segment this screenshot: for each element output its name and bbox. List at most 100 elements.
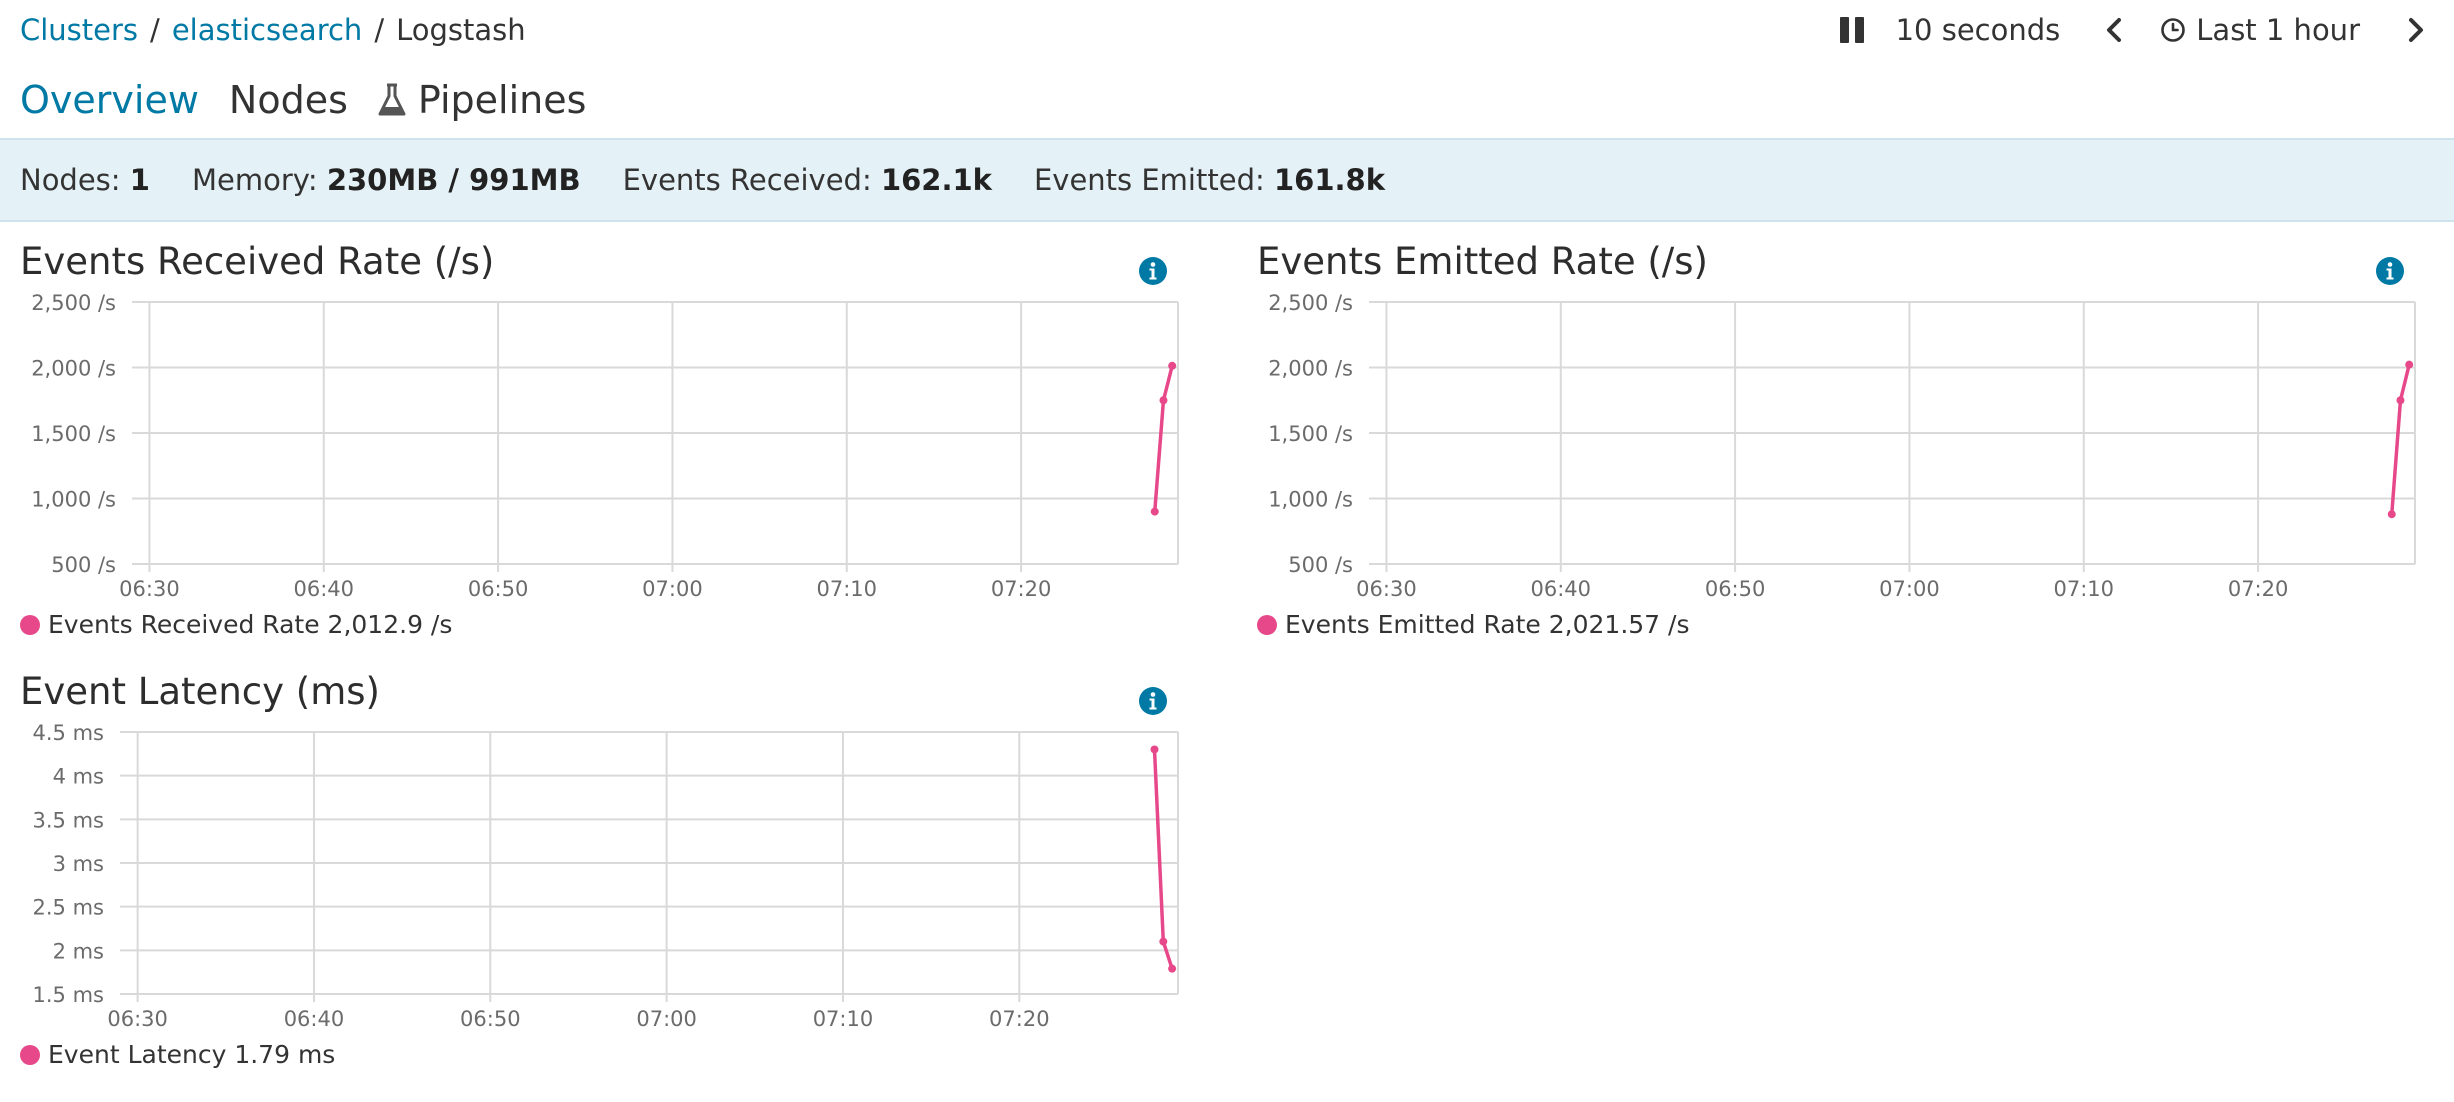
y-tick-label: 2,500 /s bbox=[1268, 291, 1353, 315]
x-tick-label: 06:40 bbox=[1531, 577, 1592, 601]
legend-label: Event Latency 1.79 ms bbox=[48, 1040, 336, 1069]
tab-overview[interactable]: Overview bbox=[20, 62, 199, 146]
y-tick-label: 3.5 ms bbox=[33, 808, 104, 832]
x-tick-label: 07:00 bbox=[636, 1007, 697, 1031]
y-tick-label: 500 /s bbox=[51, 553, 116, 577]
legend-dot bbox=[1257, 614, 1277, 635]
info-icon[interactable] bbox=[1138, 686, 1168, 716]
info-icon[interactable] bbox=[1138, 256, 1168, 286]
x-tick-label: 07:20 bbox=[991, 577, 1052, 601]
breadcrumb: Clusters / elasticsearch / Logstash bbox=[20, 12, 526, 48]
breadcrumb-separator: / bbox=[374, 13, 385, 47]
y-tick-label: 2,000 /s bbox=[1268, 357, 1353, 381]
timepicker: 10 seconds Last 1 hour bbox=[1839, 10, 2430, 50]
data-point bbox=[1168, 964, 1177, 973]
y-tick-label: 1,500 /s bbox=[1268, 422, 1353, 446]
chart-title: Events Emitted Rate (/s) bbox=[1257, 240, 1708, 283]
chart-title: Event Latency (ms) bbox=[20, 670, 380, 713]
tab-label: Overview bbox=[20, 78, 199, 122]
y-tick-label: 2,500 /s bbox=[31, 291, 116, 315]
legend-dot bbox=[20, 614, 40, 635]
stat-value: 162.1k bbox=[880, 163, 992, 197]
info-icon[interactable] bbox=[2375, 256, 2405, 286]
y-tick-label: 2 ms bbox=[53, 939, 104, 963]
tab-nodes[interactable]: Nodes bbox=[229, 62, 348, 138]
x-tick-label: 06:50 bbox=[1705, 577, 1766, 601]
stat-label: Events Received: bbox=[622, 163, 872, 197]
x-tick-label: 06:40 bbox=[294, 577, 355, 601]
stat-value: 1 bbox=[129, 163, 150, 197]
legend-label: Events Received Rate 2,012.9 /s bbox=[48, 610, 453, 639]
y-tick-label: 500 /s bbox=[1288, 553, 1353, 577]
x-tick-label: 06:40 bbox=[284, 1007, 345, 1031]
x-tick-label: 06:30 bbox=[107, 1007, 168, 1031]
x-tick-label: 06:50 bbox=[460, 1007, 521, 1031]
y-tick-label: 3 ms bbox=[53, 852, 104, 876]
summary-bar: Nodes: 1 Memory: 230MB / 991MB Events Re… bbox=[0, 138, 2454, 222]
y-tick-label: 4 ms bbox=[53, 765, 104, 789]
tab-bar: Overview Nodes Pipelines bbox=[20, 62, 616, 146]
data-point bbox=[1159, 937, 1168, 946]
breadcrumb-separator: / bbox=[150, 13, 160, 47]
legend-dot bbox=[20, 1044, 40, 1065]
stat-value: 161.8k bbox=[1273, 163, 1385, 197]
stat-value: 230MB / 991MB bbox=[326, 163, 581, 197]
data-point bbox=[1150, 745, 1159, 754]
clock-icon bbox=[2161, 18, 2186, 42]
breadcrumb-elasticsearch-link[interactable]: elasticsearch bbox=[171, 13, 363, 47]
chart-panel-events-emitted-rate: Events Emitted Rate (/s) 2,500 /s 2,000 /… bbox=[1257, 240, 2417, 650]
x-tick-label: 07:10 bbox=[2054, 577, 2115, 601]
chart-title: Events Received Rate (/s) bbox=[20, 240, 495, 283]
tab-pipelines[interactable]: Pipelines bbox=[378, 62, 587, 138]
x-tick-label: 06:50 bbox=[468, 577, 529, 601]
stat-label: Memory: bbox=[191, 163, 318, 197]
y-tick-label: 1.5 ms bbox=[33, 983, 104, 1007]
tab-label: Pipelines bbox=[417, 78, 587, 122]
stat-label: Nodes: bbox=[20, 163, 121, 197]
y-tick-label: 1,000 /s bbox=[31, 488, 116, 512]
data-point bbox=[1168, 361, 1177, 370]
breadcrumb-clusters-link[interactable]: Clusters bbox=[20, 13, 139, 47]
y-tick-label: 1,000 /s bbox=[1268, 488, 1353, 512]
x-tick-label: 06:30 bbox=[1356, 577, 1417, 601]
x-tick-label: 07:00 bbox=[1879, 577, 1940, 601]
stat-events-received: Events Received: 162.1k bbox=[623, 163, 992, 197]
pause-icon[interactable] bbox=[1839, 17, 1864, 43]
y-tick-label: 1,500 /s bbox=[31, 422, 116, 446]
chart-event-latency: 4.5 ms 4 ms 3.5 ms 3 ms 2.5 ms 2 ms 1.5 ms06:3… bbox=[33, 721, 1179, 1031]
data-point bbox=[2387, 510, 2396, 519]
stat-memory: Memory: 230MB / 991MB bbox=[192, 163, 581, 197]
chevron-right-icon[interactable] bbox=[2400, 15, 2430, 45]
data-point bbox=[2396, 396, 2405, 405]
chart-legend[interactable]: Events Received Rate 2,012.9 /s bbox=[20, 610, 452, 639]
refresh-interval[interactable]: 10 seconds bbox=[1895, 13, 2061, 47]
chevron-left-icon[interactable] bbox=[2100, 15, 2130, 45]
y-tick-label: 2.5 ms bbox=[33, 896, 104, 920]
x-tick-label: 07:20 bbox=[2228, 577, 2289, 601]
x-tick-label: 07:00 bbox=[642, 577, 703, 601]
x-tick-label: 06:30 bbox=[119, 577, 180, 601]
chart-legend[interactable]: Event Latency 1.79 ms bbox=[20, 1040, 335, 1069]
data-point bbox=[2405, 360, 2414, 369]
time-range-label: Last 1 hour bbox=[2196, 13, 2360, 47]
data-point bbox=[1150, 507, 1159, 516]
y-tick-label: 2,000 /s bbox=[31, 357, 116, 381]
flask-icon bbox=[378, 83, 406, 116]
stat-events-emitted: Events Emitted: 161.8k bbox=[1034, 163, 1385, 197]
legend-label: Events Emitted Rate 2,021.57 /s bbox=[1285, 610, 1690, 639]
stat-nodes: Nodes: 1 bbox=[20, 163, 150, 197]
data-point bbox=[1159, 396, 1168, 405]
chart-panel-events-received-rate: Events Received Rate (/s) 2,500 /s 2,000 … bbox=[20, 240, 1180, 650]
stat-label: Events Emitted: bbox=[1033, 163, 1265, 197]
x-tick-label: 07:20 bbox=[989, 1007, 1050, 1031]
series-line bbox=[1152, 749, 1174, 970]
tab-label: Nodes bbox=[228, 78, 348, 122]
series-line bbox=[1153, 365, 1174, 512]
y-tick-label: 4.5 ms bbox=[33, 721, 104, 745]
x-tick-label: 07:10 bbox=[817, 577, 878, 601]
x-tick-label: 07:10 bbox=[813, 1007, 874, 1031]
time-range-button[interactable]: Last 1 hour bbox=[2160, 13, 2360, 47]
chart-legend[interactable]: Events Emitted Rate 2,021.57 /s bbox=[1257, 610, 1689, 639]
